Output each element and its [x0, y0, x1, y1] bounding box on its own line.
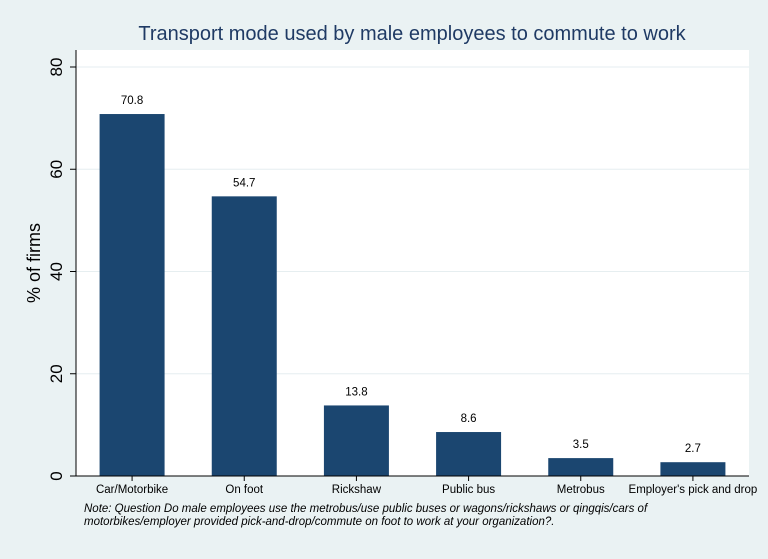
x-tick-label: Employer's pick and drop	[629, 484, 758, 496]
chart-title: Transport mode used by male employees to…	[138, 23, 686, 45]
bar	[323, 405, 389, 476]
x-tick-label: On foot	[225, 484, 264, 496]
bar-value-label: 13.8	[345, 386, 367, 398]
bar-value-label: 8.6	[461, 413, 477, 425]
plot-area	[76, 50, 749, 476]
bar-value-label: 2.7	[685, 443, 701, 455]
y-tick-label: 0	[47, 471, 66, 480]
bar	[211, 196, 277, 476]
y-tick-label: 40	[47, 262, 66, 281]
bar-value-label: 3.5	[573, 439, 589, 451]
bar-value-label: 54.7	[233, 177, 255, 189]
y-axis-label: % of firms	[24, 223, 44, 303]
bar	[99, 114, 165, 476]
x-tick-label: Car/Motorbike	[96, 484, 168, 496]
y-tick-label: 80	[47, 58, 66, 77]
bar	[436, 432, 502, 476]
y-tick-label: 20	[47, 364, 66, 383]
bar	[660, 462, 726, 476]
x-tick-label: Public bus	[442, 484, 495, 496]
x-tick-label: Metrobus	[557, 484, 605, 496]
bar	[548, 458, 614, 476]
x-tick-label: Rickshaw	[332, 484, 382, 496]
y-tick-label: 60	[47, 160, 66, 179]
footnote: Note: Question Do male employees use the…	[84, 503, 648, 528]
bar-value-label: 70.8	[121, 95, 143, 107]
